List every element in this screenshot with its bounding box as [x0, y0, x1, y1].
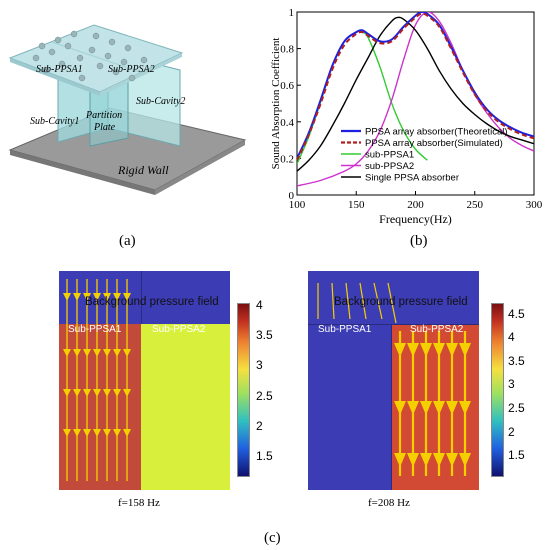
colorbar-tick-label: 2.5 — [508, 401, 525, 416]
absorption-chart: 100 150 200 250 300 0 0.2 0.4 0.6 0.8 1 Frequency(H… — [270, 7, 543, 226]
label-sub-ppsa2: Sub-PPSA2 — [108, 64, 155, 75]
label-sub-cavity2: Sub-Cavity2 — [136, 96, 186, 107]
series-line-0 — [297, 12, 534, 159]
pressure-map-158hz — [59, 271, 230, 490]
rigid-wall-edge — [10, 150, 155, 195]
left-sub-ppsa1-label: Sub-PPSA1 — [68, 324, 122, 335]
right-background-label: Background pressure field — [334, 296, 468, 308]
label-rigid-wall: Rigid Wall — [118, 163, 169, 177]
velocity-arrows-left — [63, 279, 131, 481]
y-tick-label: 1 — [289, 7, 295, 19]
velocity-arrows-right — [317, 282, 471, 476]
y-tick-label: 0.4 — [280, 117, 294, 129]
left-caption: f=158 Hz — [118, 497, 160, 509]
panel-a-label: (a) — [119, 233, 136, 249]
right-caption: f=208 Hz — [368, 497, 410, 509]
sub-ppsa2-region — [141, 324, 230, 490]
absorber-diagram — [8, 24, 247, 195]
background-field-divider — [308, 324, 479, 325]
legend-label: Single PPSA absorber — [365, 173, 459, 184]
top-plate-edge — [10, 58, 100, 96]
x-tick-label: 300 — [526, 199, 543, 211]
colorbar-tick-label: 3.5 — [256, 328, 273, 343]
colorbar-tick-label: 1.5 — [508, 448, 525, 463]
region-divider — [141, 271, 142, 324]
series-line-1 — [297, 12, 534, 161]
colorbar-tick-label: 2 — [508, 424, 515, 439]
left-sub-ppsa2-label: Sub-PPSA2 — [152, 324, 206, 335]
y-tick-label: 0.8 — [280, 44, 294, 56]
x-tick-label: 150 — [348, 199, 365, 211]
y-tick-label: 0 — [289, 190, 295, 202]
series-line-4 — [297, 16, 534, 172]
left-background-label: Background pressure field — [85, 296, 219, 308]
right-sub-ppsa1-label: Sub-PPSA1 — [318, 324, 372, 335]
panel-b-label: (b) — [410, 233, 428, 249]
colorbar-tick-label: 2 — [256, 418, 263, 433]
colorbar-tick-label: 4.5 — [508, 306, 525, 321]
colorbar-left — [237, 303, 250, 477]
panel-c-label: (c) — [264, 530, 281, 546]
region-divider-right — [391, 324, 392, 490]
label-sub-ppsa1: Sub-PPSA1 — [36, 64, 83, 75]
colorbar-tick-label: 3 — [508, 377, 515, 392]
label-partition: Partition — [86, 110, 123, 121]
colorbar-tick-label: 2.5 — [256, 388, 273, 403]
x-tick-label: 200 — [407, 199, 424, 211]
y-axis-label: Sound Absorption Coefficient — [270, 38, 282, 170]
colorbar-right — [491, 303, 504, 477]
colorbar-tick-label: 1.5 — [256, 448, 273, 463]
colorbar-tick-label: 3.5 — [508, 353, 525, 368]
legend-label: sub-PPSA1 — [365, 150, 414, 161]
plot-frame — [296, 11, 535, 196]
perforation-holes — [32, 30, 148, 82]
rigid-wall-edge-right — [155, 140, 245, 195]
legend-label: PPSA array absorber(Simulated) — [365, 138, 503, 149]
top-plate-edge-right — [100, 53, 182, 96]
pressure-map-208hz — [308, 271, 479, 490]
right-sub-ppsa2-label: Sub-PPSA2 — [410, 324, 464, 335]
legend-label: PPSA array absorber(Theoretical) — [365, 127, 508, 138]
x-tick-label: 250 — [467, 199, 484, 211]
y-tick-label: 0.6 — [280, 80, 294, 92]
colorbar-tick-label: 4 — [256, 298, 263, 313]
label-sub-cavity1: Sub-Cavity1 — [30, 116, 80, 127]
legend-label: sub-PPSA2 — [365, 161, 414, 172]
series-line-3 — [297, 12, 534, 187]
colorbar-tick-label: 4 — [508, 330, 515, 345]
label-plate: Plate — [94, 122, 116, 133]
x-tick-label: 100 — [289, 199, 306, 211]
colorbar-tick-label: 3 — [256, 358, 263, 373]
y-tick-label: 0.2 — [280, 153, 294, 165]
x-axis-label: Frequency(Hz) — [379, 212, 452, 226]
